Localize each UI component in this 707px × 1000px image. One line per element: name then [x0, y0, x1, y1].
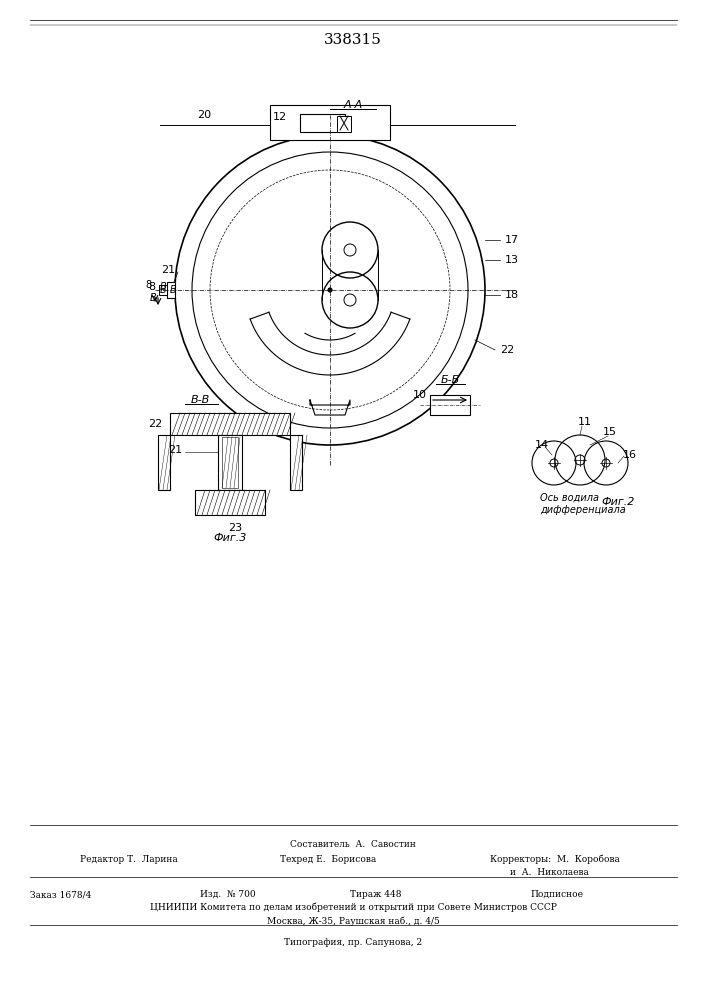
- Text: 15: 15: [603, 427, 617, 437]
- Text: 13: 13: [505, 255, 519, 265]
- Bar: [218, 435, 242, 490]
- Text: 21: 21: [161, 265, 175, 275]
- Text: 8: 8: [148, 282, 156, 292]
- Bar: [195, 490, 265, 515]
- Bar: [158, 435, 170, 490]
- Text: Заказ 1678/4: Заказ 1678/4: [30, 890, 91, 899]
- Text: 16: 16: [623, 450, 637, 460]
- Text: дифференциала: дифференциала: [540, 505, 626, 515]
- Text: 21: 21: [168, 445, 182, 455]
- Text: 22: 22: [500, 345, 514, 355]
- Text: 11: 11: [578, 417, 592, 427]
- Bar: [430, 395, 470, 415]
- Text: Подписное: Подписное: [530, 890, 583, 899]
- Bar: [222, 437, 238, 488]
- Bar: [337, 116, 351, 132]
- Text: ЦНИИПИ Комитета по делам изобретений и открытий при Совете Министров СССР: ЦНИИПИ Комитета по делам изобретений и о…: [150, 903, 556, 912]
- Text: Фиг.2: Фиг.2: [602, 497, 635, 507]
- Text: Москва, Ж-35, Раушская наб., д. 4/5: Москва, Ж-35, Раушская наб., д. 4/5: [267, 916, 440, 926]
- Text: Типография, пр. Сапунова, 2: Типография, пр. Сапунова, 2: [284, 938, 422, 947]
- Text: 10: 10: [413, 390, 427, 400]
- Text: 8: 8: [145, 280, 151, 290]
- Bar: [159, 285, 167, 295]
- Text: Составитель  А.  Савостин: Составитель А. Савостин: [290, 840, 416, 849]
- Text: В: В: [160, 285, 166, 295]
- Text: Фиг.3: Фиг.3: [214, 533, 247, 543]
- Bar: [270, 105, 390, 140]
- Text: В: В: [170, 285, 176, 295]
- Text: В: В: [160, 282, 166, 292]
- Text: 12: 12: [273, 112, 287, 122]
- Text: 17: 17: [505, 235, 519, 245]
- Text: Корректоры:  М.  Коробова: Корректоры: М. Коробова: [490, 855, 620, 864]
- Text: Ось водила: Ось водила: [540, 493, 599, 503]
- Text: и  А.  Николаева: и А. Николаева: [510, 868, 589, 877]
- Bar: [290, 435, 302, 490]
- Text: Редактор Т.  Ларина: Редактор Т. Ларина: [80, 855, 177, 864]
- Text: Тираж 448: Тираж 448: [350, 890, 402, 899]
- Bar: [300, 114, 345, 132]
- Text: Изд.  № 700: Изд. № 700: [200, 890, 256, 899]
- Text: 18: 18: [505, 290, 519, 300]
- Text: В: В: [150, 293, 156, 303]
- Text: Б-Б: Б-Б: [440, 375, 460, 385]
- Text: 20: 20: [197, 110, 211, 120]
- Text: В-В: В-В: [190, 395, 209, 405]
- Bar: [167, 282, 175, 298]
- Circle shape: [328, 288, 332, 292]
- Bar: [170, 413, 290, 435]
- Text: 14: 14: [535, 440, 549, 450]
- Text: 22: 22: [148, 419, 162, 429]
- Text: 23: 23: [228, 523, 242, 533]
- Text: Техред Е.  Борисова: Техред Е. Борисова: [280, 855, 376, 864]
- Text: 338315: 338315: [324, 33, 382, 47]
- Text: А-А: А-А: [344, 100, 363, 110]
